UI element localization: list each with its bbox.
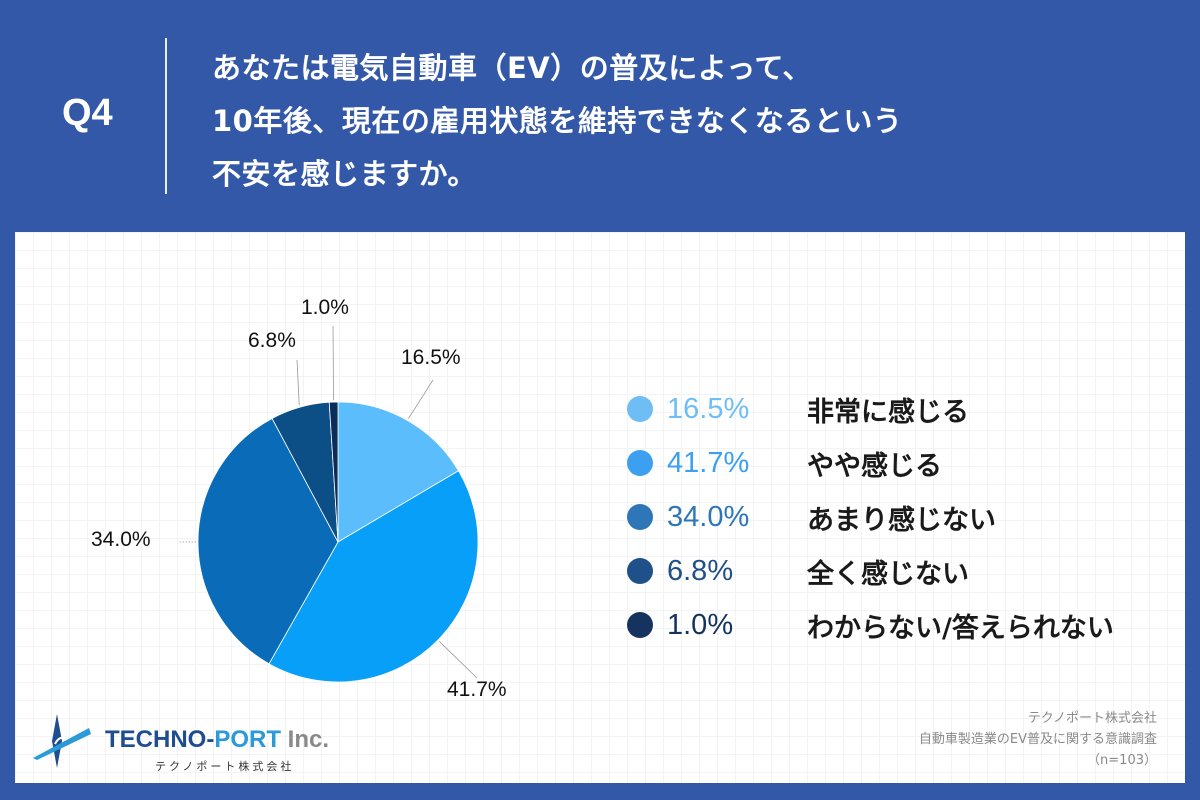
legend: 16.5% 非常に感じる 41.7% やや感じる 34.0% あまり感じない 6… (627, 382, 1114, 652)
legend-pct: 1.0% (667, 608, 734, 641)
legend-label: わからない/答えられない (807, 612, 1114, 644)
legend-item: 6.8% 全く感じない (627, 544, 1114, 598)
legend-label: やや感じる (807, 450, 942, 482)
legend-pct: 34.0% (667, 500, 750, 533)
leader-line (332, 325, 334, 401)
leader-line (408, 379, 434, 419)
leader-line (296, 359, 300, 406)
pie-label-not-much: 34.0% (91, 528, 151, 551)
legend-item: 1.0% わからない/答えられない (627, 598, 1114, 652)
pie-label-very: 16.5% (401, 346, 461, 369)
legend-pct: 16.5% (667, 392, 750, 425)
source-note: テクノポート株式会社 自動車製造業のEV普及に関する意識調査 （n=103） (919, 708, 1157, 771)
legend-dot-icon (627, 612, 653, 638)
question-number: Q4 (62, 92, 113, 134)
legend-label: あまり感じない (807, 504, 996, 536)
logo-name: TECHNO-PORT Inc. (105, 726, 330, 753)
legend-label: 非常に感じる (807, 396, 969, 428)
pie-label-not-at-all: 6.8% (248, 329, 296, 352)
legend-dot-icon (627, 558, 653, 584)
pie-slice (268, 470, 479, 683)
pie-slice (337, 401, 460, 543)
question-line-2: 10年後、現在の雇用状態を維持できなくなるという (212, 104, 903, 138)
question-line-1: あなたは電気自動車（EV）の普及によって、 (212, 51, 812, 85)
legend-item: 41.7% やや感じる (627, 436, 1114, 490)
legend-item: 16.5% 非常に感じる (627, 382, 1114, 436)
header-divider (165, 38, 167, 194)
legend-dot-icon (627, 396, 653, 422)
legend-label: 全く感じない (807, 558, 969, 590)
question-line-3: 不安を感じますか。 (212, 157, 477, 191)
chart-panel: 16.5% 41.7% 34.0% 6.8% 1.0% 16.5% 非常に感じる… (15, 232, 1185, 783)
pie-slice (328, 401, 339, 543)
legend-pct: 6.8% (667, 554, 734, 587)
source-company: テクノポート株式会社 (1027, 711, 1157, 726)
pie-label-somewhat: 41.7% (447, 678, 507, 701)
question-text: あなたは電気自動車（EV）の普及によって、 10年後、現在の雇用状態を維持できな… (212, 42, 902, 201)
legend-dot-icon (627, 504, 653, 530)
legend-dot-icon (627, 450, 653, 476)
company-logo: TECHNO-PORT Inc. テクノポート株式会社 (25, 706, 345, 776)
pie-chart: 16.5% 41.7% 34.0% 6.8% 1.0% (15, 232, 615, 783)
source-survey: 自動車製造業のEV普及に関する意識調査 (918, 732, 1157, 747)
leader-line (439, 641, 478, 679)
compass-logo-icon (33, 714, 91, 768)
pie-label-unknown: 1.0% (301, 296, 349, 319)
legend-item: 34.0% あまり感じない (627, 490, 1114, 544)
legend-pct: 41.7% (667, 446, 750, 479)
logo-subtitle: テクノポート株式会社 (155, 760, 295, 773)
pie-svg (178, 325, 479, 683)
pie-slice (197, 417, 339, 665)
header: Q4 あなたは電気自動車（EV）の普及によって、 10年後、現在の雇用状態を維持… (0, 0, 1200, 232)
source-sample: （n=103） (1087, 753, 1157, 768)
